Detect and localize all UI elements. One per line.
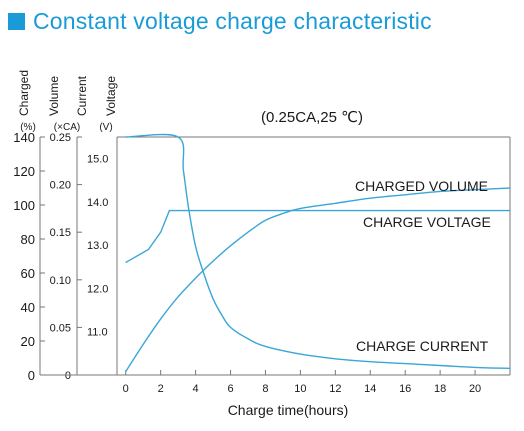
charged-tick-label: 80 bbox=[21, 232, 35, 247]
current-tick-label: 0 bbox=[65, 370, 71, 382]
axis-header-volume: Volume bbox=[47, 76, 61, 116]
x-tick-label: 4 bbox=[193, 383, 199, 395]
charged-tick-label: 100 bbox=[13, 198, 35, 213]
current-tick-label: 0.20 bbox=[50, 180, 71, 192]
x-tick-label: 18 bbox=[434, 383, 446, 395]
current-tick-label: 0.05 bbox=[50, 322, 71, 334]
x-tick-label: 0 bbox=[123, 383, 129, 395]
charged-tick-label: 20 bbox=[21, 334, 35, 349]
charged-tick-label: 140 bbox=[13, 130, 35, 145]
charged-tick-label: 120 bbox=[13, 164, 35, 179]
charged-volume-label: CHARGED VOLUME bbox=[355, 178, 488, 194]
charged-tick-label: 0 bbox=[28, 368, 35, 383]
current-tick-label: 0.10 bbox=[50, 275, 71, 287]
axis-header-charged: Charged bbox=[17, 70, 31, 116]
chart-title: Constant voltage charge characteristic bbox=[33, 7, 432, 34]
voltage-tick-label: 11.0 bbox=[87, 327, 108, 339]
voltage-tick-label: 14.0 bbox=[87, 197, 108, 209]
title-square-icon bbox=[8, 12, 25, 30]
axis-header-voltage: Voltage bbox=[104, 76, 118, 116]
axis-unit-volume: (×CA) bbox=[54, 122, 80, 133]
x-tick-label: 14 bbox=[364, 383, 376, 395]
x-axis-label: Charge time(hours) bbox=[228, 402, 349, 418]
x-tick-label: 12 bbox=[329, 383, 341, 395]
x-tick-label: 10 bbox=[294, 383, 306, 395]
x-tick-label: 20 bbox=[469, 383, 481, 395]
charge-voltage-line bbox=[125, 209, 510, 264]
charged-volume-line bbox=[125, 187, 511, 372]
voltage-tick-label: 13.0 bbox=[87, 240, 108, 252]
current-tick-label: 0.15 bbox=[50, 227, 71, 239]
x-tick-label: 2 bbox=[158, 383, 164, 395]
charged-tick-label: 40 bbox=[21, 300, 35, 315]
charge-current-line bbox=[125, 133, 511, 369]
voltage-tick-label: 12.0 bbox=[87, 283, 108, 295]
chart-header: Constant voltage charge characteristic bbox=[8, 6, 432, 36]
chart-annotation: (0.25CA,25 ℃) bbox=[261, 109, 363, 126]
x-tick-label: 8 bbox=[262, 383, 268, 395]
charge-voltage-label: CHARGE VOLTAGE bbox=[363, 214, 491, 230]
voltage-tick-label: 15.0 bbox=[87, 154, 108, 166]
x-tick-label: 6 bbox=[227, 383, 233, 395]
charge-current-label: CHARGE CURRENT bbox=[356, 338, 489, 354]
axis-unit-voltage: (V) bbox=[99, 122, 112, 133]
x-tick-label: 16 bbox=[399, 383, 411, 395]
charged-tick-label: 60 bbox=[21, 266, 35, 281]
axis-unit-charged: (%) bbox=[20, 122, 36, 133]
current-tick-label: 0.25 bbox=[50, 132, 71, 144]
axis-header-current: Current bbox=[75, 75, 89, 116]
